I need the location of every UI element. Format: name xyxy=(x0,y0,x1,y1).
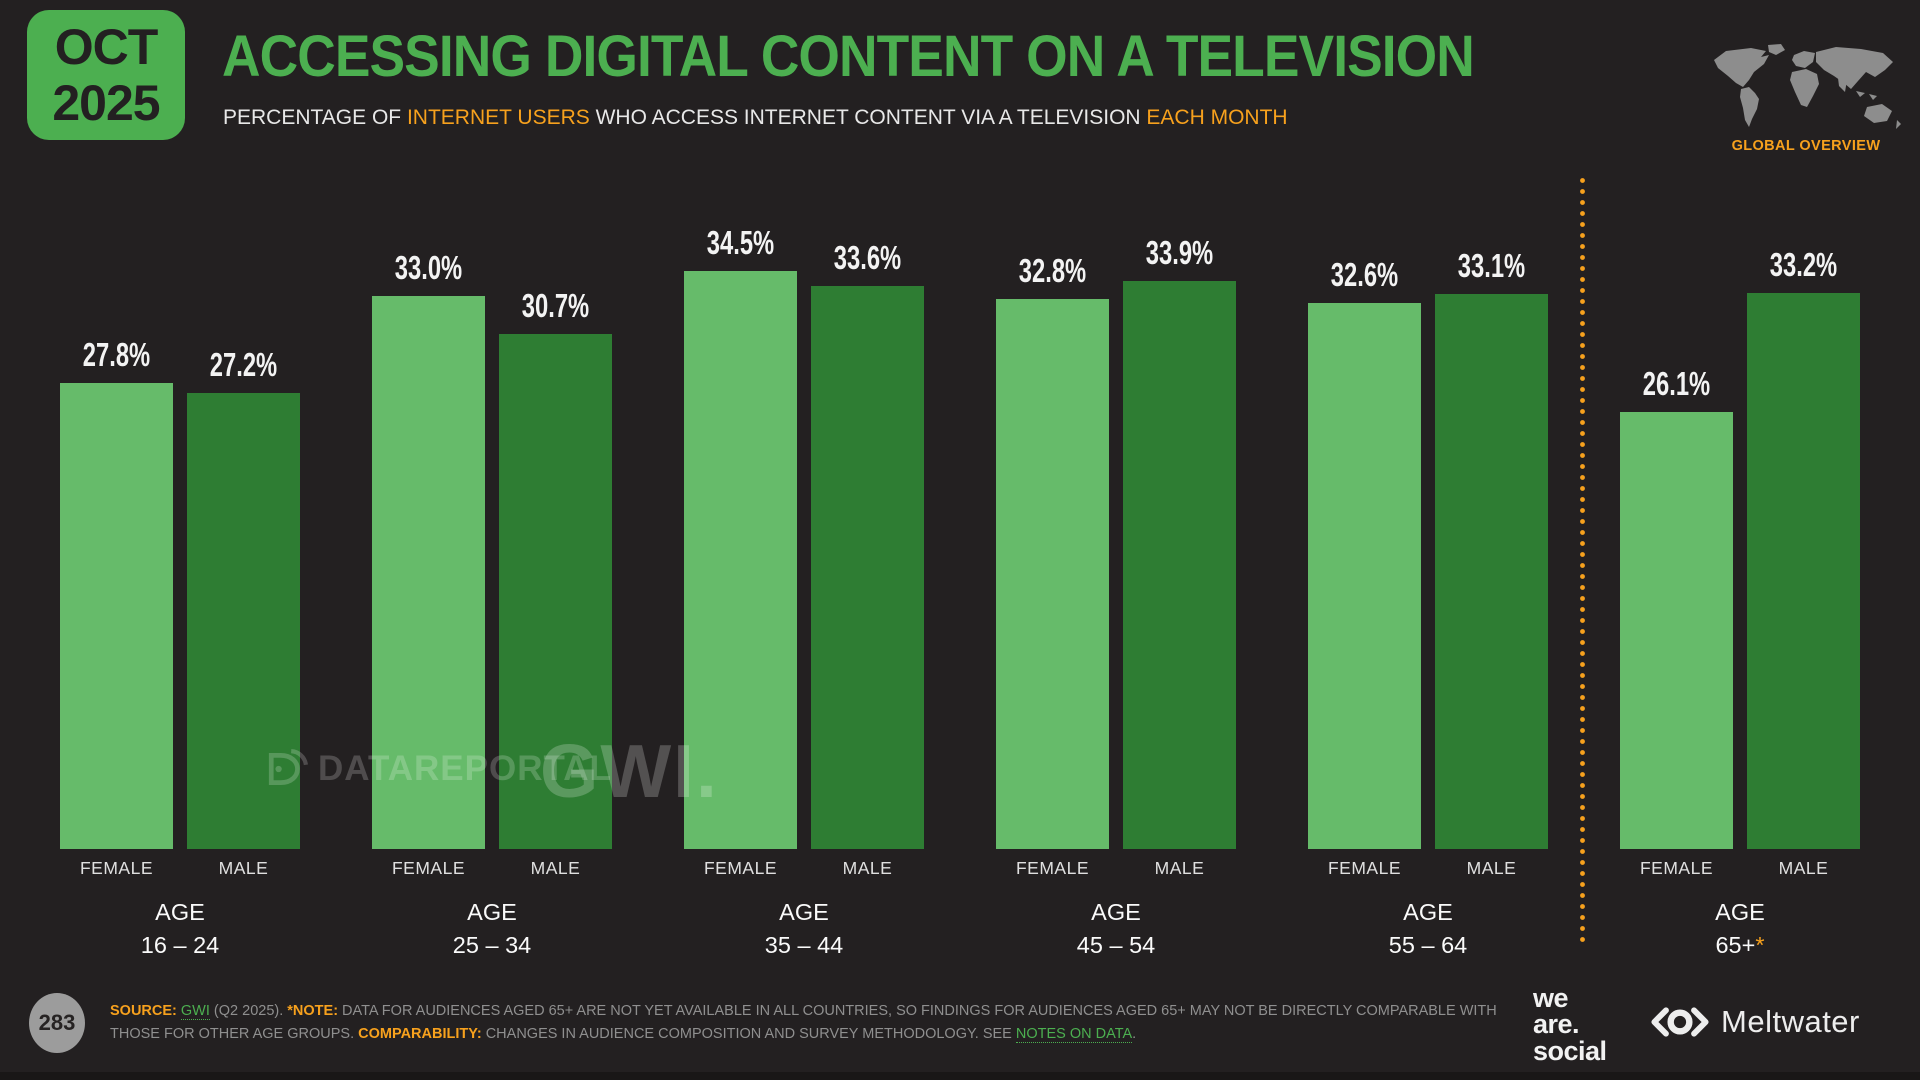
series-label: FEMALE xyxy=(79,858,154,878)
series-label: MALE xyxy=(1778,858,1829,878)
series-label: MALE xyxy=(1466,858,1517,878)
bar-value-label: 33.2% xyxy=(1769,246,1838,283)
subtitle-part: PERCENTAGE OF xyxy=(223,106,407,129)
series-label: FEMALE xyxy=(391,858,466,878)
signal-icon xyxy=(268,749,308,786)
age-range: 35 – 44 xyxy=(764,932,844,959)
age-group-label: AGE 35 – 44 xyxy=(648,896,960,963)
age-group-label: AGE 65+* xyxy=(1584,896,1896,963)
bar-male-age-0 xyxy=(187,393,300,849)
dotted-separator xyxy=(1580,178,1585,946)
bar-male-age-5 xyxy=(1747,293,1860,849)
region-label: GLOBAL OVERVIEW xyxy=(1731,138,1881,154)
was-line: we xyxy=(1533,983,1569,1013)
we-are-social-logo: we are. social xyxy=(1533,983,1607,1066)
age-group-label: AGE 45 – 54 xyxy=(960,896,1272,963)
age-range: 65+* xyxy=(1715,932,1765,959)
subtitle-highlight: EACH MONTH xyxy=(1146,106,1288,129)
date-badge-year: 2025 xyxy=(52,75,160,131)
age-prefix: AGE xyxy=(1091,899,1141,925)
bar-value-label: 27.8% xyxy=(82,336,151,373)
bar-male-age-2 xyxy=(811,286,924,849)
age-range: 45 – 54 xyxy=(1076,932,1156,959)
series-label: MALE xyxy=(842,858,893,878)
series-label: MALE xyxy=(1154,858,1205,878)
bar-value-label: 32.8% xyxy=(1018,252,1087,289)
age-prefix: AGE xyxy=(155,899,205,925)
eye-icon xyxy=(1651,1007,1709,1037)
bar-male-age-1 xyxy=(499,334,612,849)
bar-value-label: 33.6% xyxy=(833,239,902,276)
series-label: MALE xyxy=(218,858,269,878)
bar-female-age-0 xyxy=(60,383,173,849)
age-range: 55 – 64 xyxy=(1388,932,1468,959)
page-number: 283 xyxy=(38,1010,76,1035)
bar-value-label: 32.6% xyxy=(1330,256,1399,293)
age-group-label: AGE 25 – 34 xyxy=(336,896,648,963)
date-badge: OCT 2025 xyxy=(27,10,185,140)
bar-value-label: 33.1% xyxy=(1457,247,1526,284)
age-prefix: AGE xyxy=(1715,899,1765,925)
bar-male-age-3 xyxy=(1123,281,1236,849)
series-label: FEMALE xyxy=(1015,858,1090,878)
bar-female-age-1 xyxy=(372,296,485,849)
source-label: SOURCE: xyxy=(110,1003,181,1019)
bar-value-label: 33.0% xyxy=(394,249,463,286)
subtitle-highlight: INTERNET USERS xyxy=(406,106,590,129)
series-label: MALE xyxy=(530,858,581,878)
source-note: SOURCE: GWI (Q2 2025). *NOTE: DATA FOR A… xyxy=(110,1000,1510,1046)
notes-on-data-link[interactable]: NOTES ON DATA xyxy=(1015,1026,1133,1044)
page-subtitle: PERCENTAGE OF INTERNET USERS WHO ACCESS … xyxy=(223,106,1288,130)
dataportal-watermark: DATAREPORTAL xyxy=(266,748,612,790)
source-text: CHANGES IN AUDIENCE COMPOSITION AND SURV… xyxy=(481,1026,1016,1043)
age-prefix: AGE xyxy=(467,899,517,925)
comparability-label: COMPARABILITY: xyxy=(358,1026,482,1043)
meltwater-logo: Meltwater xyxy=(1648,1001,1860,1043)
bar-value-label: 26.1% xyxy=(1642,365,1711,402)
series-label: FEMALE xyxy=(703,858,778,878)
age-prefix: AGE xyxy=(779,899,829,925)
note-label: *NOTE: xyxy=(287,1003,339,1019)
series-label: FEMALE xyxy=(1327,858,1402,878)
age-range: 25 – 34 xyxy=(452,932,532,959)
subtitle-part: WHO ACCESS INTERNET CONTENT VIA A TELEVI… xyxy=(589,106,1147,129)
bar-male-age-4 xyxy=(1435,294,1548,849)
dataportal-watermark-text: DATAREPORTAL xyxy=(318,749,612,788)
gwi-watermark: GWI. xyxy=(540,729,719,813)
bottom-strip xyxy=(0,1072,1920,1080)
age-prefix: AGE xyxy=(1403,899,1453,925)
was-line: are. xyxy=(1533,1009,1580,1040)
source-text: (Q2 2025). xyxy=(209,1003,288,1019)
bar-female-age-4 xyxy=(1308,303,1421,849)
world-map-icon xyxy=(1714,44,1901,129)
age-note-asterisk: * xyxy=(1755,932,1765,959)
age-range: 16 – 24 xyxy=(140,932,220,959)
bar-female-age-5 xyxy=(1620,412,1733,849)
series-label: FEMALE xyxy=(1639,858,1714,878)
source-text: DATA FOR AUDIENCES AGED 65+ ARE NOT YET … xyxy=(110,1003,1497,1043)
bar-value-label: 30.7% xyxy=(521,287,590,324)
page-number-badge: 283 xyxy=(29,993,85,1053)
gwi-link[interactable]: GWI xyxy=(180,1003,210,1020)
bar-value-label: 33.9% xyxy=(1145,234,1214,271)
global-overview-block: GLOBAL OVERVIEW xyxy=(1700,42,1912,154)
age-group-label: AGE 55 – 64 xyxy=(1272,896,1584,963)
bar-value-label: 34.5% xyxy=(706,224,775,261)
bar-female-age-3 xyxy=(996,299,1109,849)
date-badge-month: OCT xyxy=(54,19,159,75)
bar-female-age-2 xyxy=(684,271,797,849)
source-text: . xyxy=(1132,1026,1137,1043)
was-line: social xyxy=(1533,1035,1607,1066)
bar-value-label: 27.2% xyxy=(209,346,278,383)
age-group-label: AGE 16 – 24 xyxy=(24,896,336,963)
page-title: ACCESSING DIGITAL CONTENT ON A TELEVISIO… xyxy=(222,24,1475,89)
meltwater-name: Meltwater xyxy=(1721,1004,1860,1039)
